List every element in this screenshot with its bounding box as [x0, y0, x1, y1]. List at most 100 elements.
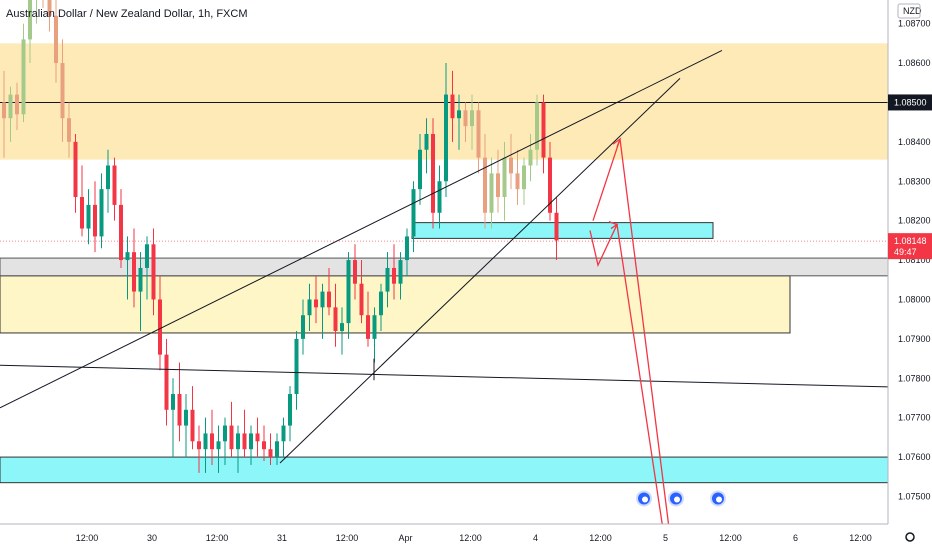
candle-body — [470, 110, 474, 127]
event-icon — [636, 490, 652, 507]
event-icon — [668, 490, 684, 507]
candle-body — [509, 157, 513, 174]
candle-body — [450, 94, 455, 119]
candle-body — [366, 315, 370, 339]
zone-4 — [411, 222, 714, 239]
candle-body — [268, 449, 273, 458]
y-axis[interactable]: 1.08700 1.08600 1.08500 1.08400 1.08300 1.082… — [887, 0, 932, 550]
x-tick-label: Apr — [398, 533, 412, 543]
x-tick-label: 12:00 — [459, 533, 482, 543]
x-axis[interactable]: 12:00 30 12:00 31 12:00 Apr 12:00 4 12:00 5 12:00 6… — [0, 523, 932, 550]
candle-body — [333, 307, 338, 331]
currency-box — [897, 3, 921, 19]
candle-body — [262, 441, 266, 450]
y-tick-label: 1.08600 — [898, 58, 931, 68]
candle-body — [483, 157, 487, 213]
candle-body — [327, 291, 331, 308]
candle-body — [242, 433, 247, 450]
event-dot — [674, 496, 680, 503]
candle-body — [294, 338, 299, 395]
candle-body — [431, 133, 435, 213]
candle-body — [15, 94, 19, 115]
candle-body — [307, 299, 312, 316]
y-tick-label: 1.07900 — [898, 334, 931, 344]
level-label: 1.08500 — [894, 97, 927, 107]
candle-body — [73, 141, 78, 198]
projection-path-1 — [589, 222, 665, 536]
event-dot — [642, 496, 648, 503]
candle-body — [210, 433, 214, 450]
arrow-head-1 — [612, 137, 622, 148]
x-tick-label: 4 — [533, 533, 538, 543]
candle-body — [281, 425, 286, 442]
candle-body — [8, 94, 13, 119]
candle-body — [67, 118, 71, 142]
candle-body — [314, 299, 318, 308]
candle-body — [2, 102, 6, 119]
event-dot — [716, 496, 722, 503]
trendline-0 — [0, 49, 723, 409]
candle-body — [379, 291, 383, 316]
candle-body — [112, 165, 117, 205]
candle-body — [392, 267, 396, 284]
candle-body — [437, 181, 442, 213]
x-tick-label: 5 — [663, 533, 668, 543]
x-tick-label: 31 — [277, 533, 287, 543]
level-label-bg — [888, 94, 932, 111]
candle-body — [359, 283, 364, 316]
candle-body — [535, 102, 539, 150]
projection-layer — [589, 137, 671, 536]
candle-body — [236, 433, 240, 450]
y-tick-label: 1.07800 — [898, 373, 931, 383]
candle-body — [528, 149, 533, 166]
candle-body — [301, 315, 305, 339]
candle-body — [541, 102, 546, 158]
candle-body — [554, 212, 559, 241]
y-tick-label: 1.07500 — [898, 491, 931, 501]
current-price-label: 1.08148 — [894, 236, 927, 246]
x-tick-label: 12:00 — [206, 533, 229, 543]
candle-body — [522, 165, 526, 190]
candle-body — [489, 173, 494, 213]
candle-body — [99, 189, 104, 237]
candle-body — [320, 291, 325, 308]
candle-body — [216, 441, 221, 450]
trendlines-layer — [0, 49, 889, 464]
trendline-2 — [0, 364, 889, 388]
x-tick-label: 12:00 — [589, 533, 612, 543]
candle-body — [275, 441, 279, 458]
candle-body — [132, 252, 136, 292]
candle-body — [463, 110, 468, 127]
y-tick-label: 1.07700 — [898, 413, 931, 423]
candle-body — [119, 204, 123, 261]
candle-body — [411, 189, 416, 237]
y-tick-label: 1.08300 — [898, 176, 931, 186]
candle-body — [151, 244, 156, 300]
y-tick-label: 1.08200 — [898, 216, 931, 226]
candle-body — [444, 94, 448, 182]
x-tick-label: 30 — [147, 533, 157, 543]
y-tick-label: 1.07600 — [898, 452, 931, 462]
candle-body — [171, 394, 175, 410]
candle-body — [385, 267, 390, 292]
candle-body — [223, 425, 227, 442]
candle-body — [249, 433, 253, 450]
x-tick-label: 12:00 — [76, 533, 99, 543]
trendline-1 — [279, 78, 681, 464]
candle-body — [60, 63, 65, 119]
candle-body — [418, 149, 422, 190]
candle-body — [21, 39, 26, 115]
current-price-bg — [888, 233, 932, 260]
candle-body — [340, 323, 344, 331]
candle-body — [80, 197, 84, 229]
candle-body — [229, 425, 234, 450]
candle-body — [457, 110, 461, 119]
settings-icon — [905, 532, 915, 542]
candle-body — [197, 441, 201, 450]
candle-body — [54, 15, 58, 64]
candle-body — [28, 0, 32, 40]
candle-body — [353, 260, 357, 284]
candle-body — [405, 236, 409, 261]
candle-body — [548, 157, 552, 213]
